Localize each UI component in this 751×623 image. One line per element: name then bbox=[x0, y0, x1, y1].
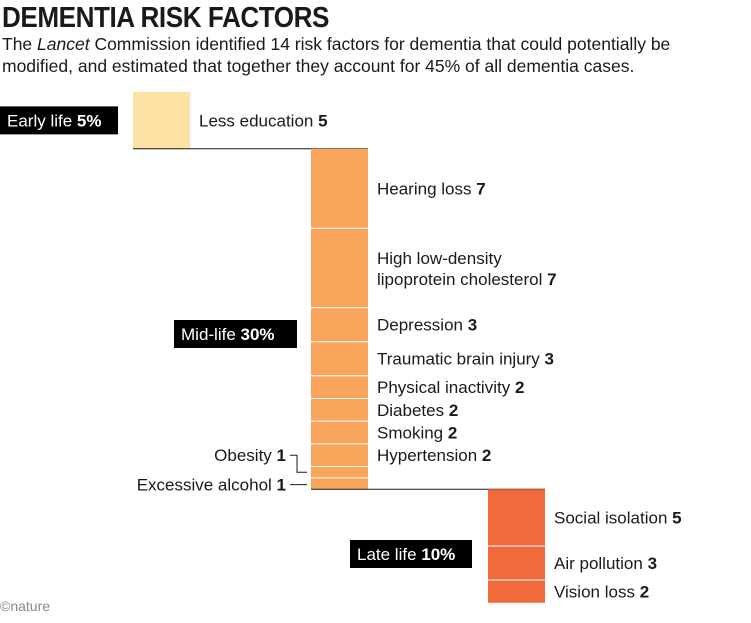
stage-label-box-early-life bbox=[0, 106, 118, 135]
factor-label-diabetes: Diabetes 2 bbox=[377, 401, 458, 420]
bar-segment-depression bbox=[311, 307, 368, 342]
factor-label-smoking: Smoking 2 bbox=[377, 424, 457, 443]
bar-segment-air-pollution bbox=[488, 546, 545, 581]
bar-segment-vision-loss bbox=[488, 580, 545, 603]
leader-line-obesity bbox=[290, 454, 307, 473]
chart-subtitle: The Lancet Commission identified 14 risk… bbox=[2, 33, 742, 77]
bar-segment-traumatic-brain-injury bbox=[311, 341, 368, 376]
nature-credit: ©nature bbox=[0, 598, 51, 614]
factor-label-hearing-loss: Hearing loss 7 bbox=[377, 179, 486, 198]
bar-segment-smoking bbox=[311, 421, 368, 444]
subtitle-prefix: The bbox=[2, 34, 38, 54]
bar-segment-hypertension bbox=[311, 443, 368, 467]
bar-segment-social-isolation bbox=[488, 489, 545, 546]
stage-label-mid-life: Mid-life 30% bbox=[181, 325, 275, 344]
subtitle-italic: Lancet bbox=[37, 34, 90, 54]
stage-label-box-late-life bbox=[350, 540, 472, 568]
subtitle-suffix: Commission identified 14 risk factors fo… bbox=[2, 34, 671, 76]
bar-segment-less-education bbox=[133, 92, 190, 149]
bar-segment-obesity bbox=[311, 466, 368, 478]
bar-segment-excessive-alcohol bbox=[311, 477, 368, 490]
factor-label-excessive-alcohol: Excessive alcohol 1 bbox=[137, 476, 286, 495]
factor-label-vision-loss: Vision loss 2 bbox=[554, 582, 649, 601]
bar-segment-high-low-density-lipoprotein-cholesterol bbox=[311, 228, 368, 308]
factor-label-physical-inactivity: Physical inactivity 2 bbox=[377, 378, 524, 397]
bar-segment-physical-inactivity bbox=[311, 375, 368, 399]
factor-label-hypertension: Hypertension 2 bbox=[377, 446, 491, 465]
stage-label-early-life: Early life 5% bbox=[7, 111, 102, 130]
stage-label-late-life: Late life 10% bbox=[357, 545, 455, 564]
factor-label-obesity: Obesity 1 bbox=[214, 446, 286, 465]
factor-label-traumatic-brain-injury: Traumatic brain injury 3 bbox=[377, 350, 554, 369]
stage-label-box-mid-life bbox=[174, 320, 297, 348]
factor-label-high-low-density-lipoprotein-cholesterol: High low-density lipoprotein cholesterol … bbox=[377, 249, 557, 289]
factor-label-depression: Depression 3 bbox=[377, 316, 477, 335]
chart-title: DEMENTIA RISK FACTORS bbox=[2, 2, 329, 34]
factor-label-less-education: Less education 5 bbox=[199, 111, 328, 130]
factor-label-social-isolation: Social isolation 5 bbox=[554, 509, 682, 528]
bar-segment-diabetes bbox=[311, 398, 368, 422]
factor-label-air-pollution: Air pollution 3 bbox=[554, 554, 657, 573]
bar-segment-hearing-loss bbox=[311, 148, 368, 229]
